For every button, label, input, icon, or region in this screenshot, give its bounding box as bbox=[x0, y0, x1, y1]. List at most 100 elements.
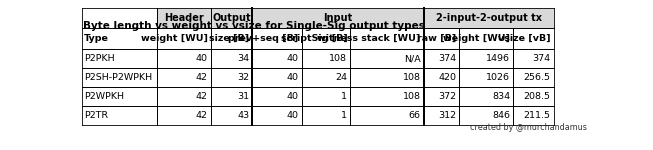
Text: Type: Type bbox=[84, 34, 108, 43]
Bar bbox=[157, 68, 211, 87]
Text: prev+seq [B]: prev+seq [B] bbox=[229, 34, 298, 43]
Bar bbox=[211, 87, 252, 106]
Bar bbox=[82, 28, 157, 49]
Text: 40: 40 bbox=[287, 92, 298, 101]
Text: 40: 40 bbox=[287, 54, 298, 63]
Text: witness stack [WU]: witness stack [WU] bbox=[317, 34, 421, 43]
Text: vsize [vB]: vsize [vB] bbox=[498, 34, 550, 43]
Bar bbox=[157, 87, 211, 106]
Text: 108: 108 bbox=[403, 73, 421, 82]
Bar bbox=[513, 49, 554, 68]
Text: 372: 372 bbox=[438, 92, 456, 101]
Text: 66: 66 bbox=[409, 111, 421, 120]
Text: 32: 32 bbox=[237, 73, 249, 82]
Text: size [B]: size [B] bbox=[209, 34, 249, 43]
Bar bbox=[513, 28, 554, 49]
Bar bbox=[252, 49, 302, 68]
Text: 256.5: 256.5 bbox=[524, 73, 550, 82]
Bar bbox=[351, 49, 424, 68]
Bar bbox=[459, 87, 513, 106]
Bar bbox=[351, 68, 424, 87]
Text: 40: 40 bbox=[287, 111, 298, 120]
Text: 374: 374 bbox=[533, 54, 550, 63]
Bar bbox=[459, 28, 513, 49]
Text: Byte length vs weight vs vsize for Single-Sig output types: Byte length vs weight vs vsize for Singl… bbox=[83, 21, 425, 31]
Bar bbox=[252, 106, 302, 125]
Bar bbox=[351, 106, 424, 125]
Bar bbox=[424, 87, 459, 106]
Text: 40: 40 bbox=[196, 54, 208, 63]
Text: P2PKH: P2PKH bbox=[84, 54, 114, 63]
Bar bbox=[351, 28, 424, 49]
Bar bbox=[424, 28, 459, 49]
Text: 208.5: 208.5 bbox=[524, 92, 550, 101]
Text: 40: 40 bbox=[287, 73, 298, 82]
Bar bbox=[211, 49, 252, 68]
Text: 2-input-2-output tx: 2-input-2-output tx bbox=[436, 13, 542, 23]
Bar bbox=[513, 68, 554, 87]
Bar bbox=[252, 87, 302, 106]
Text: raw [B]: raw [B] bbox=[417, 34, 456, 43]
Text: 108: 108 bbox=[329, 54, 347, 63]
Bar bbox=[157, 106, 211, 125]
Bar bbox=[351, 87, 424, 106]
Bar bbox=[211, 68, 252, 87]
Text: 24: 24 bbox=[335, 73, 347, 82]
Text: 420: 420 bbox=[438, 73, 456, 82]
Text: weight [WU]: weight [WU] bbox=[443, 34, 510, 43]
Bar bbox=[513, 87, 554, 106]
Text: scriptSig [B]: scriptSig [B] bbox=[281, 34, 347, 43]
Bar bbox=[252, 28, 302, 49]
Bar bbox=[252, 8, 424, 28]
Text: 42: 42 bbox=[196, 92, 208, 101]
Bar bbox=[459, 106, 513, 125]
Text: 42: 42 bbox=[196, 73, 208, 82]
Text: 1026: 1026 bbox=[486, 73, 510, 82]
Bar bbox=[513, 106, 554, 125]
Bar bbox=[157, 28, 211, 49]
Text: Output: Output bbox=[212, 13, 251, 23]
Text: 834: 834 bbox=[492, 92, 510, 101]
Bar bbox=[82, 49, 157, 68]
Text: 374: 374 bbox=[438, 54, 456, 63]
Bar bbox=[424, 49, 459, 68]
Bar bbox=[252, 68, 302, 87]
Text: 43: 43 bbox=[237, 111, 249, 120]
Text: 1496: 1496 bbox=[486, 54, 510, 63]
Text: weight [WU]: weight [WU] bbox=[140, 34, 208, 43]
Text: 312: 312 bbox=[438, 111, 456, 120]
Text: N/A: N/A bbox=[404, 54, 421, 63]
Bar bbox=[302, 68, 351, 87]
Bar bbox=[459, 49, 513, 68]
Text: Input: Input bbox=[323, 13, 353, 23]
Bar bbox=[157, 8, 211, 28]
Text: P2WPKH: P2WPKH bbox=[84, 92, 123, 101]
Text: 108: 108 bbox=[403, 92, 421, 101]
Bar bbox=[302, 28, 351, 49]
Text: 31: 31 bbox=[237, 92, 249, 101]
Text: created by @murchandamus: created by @murchandamus bbox=[470, 123, 586, 132]
Bar bbox=[82, 87, 157, 106]
Bar bbox=[211, 28, 252, 49]
Text: P2TR: P2TR bbox=[84, 111, 108, 120]
Bar bbox=[424, 68, 459, 87]
Bar bbox=[82, 106, 157, 125]
Text: P2SH-P2WPKH: P2SH-P2WPKH bbox=[84, 73, 151, 82]
Text: 211.5: 211.5 bbox=[524, 111, 550, 120]
Bar bbox=[157, 49, 211, 68]
Bar bbox=[424, 8, 554, 28]
Text: 1: 1 bbox=[342, 111, 347, 120]
Bar bbox=[302, 49, 351, 68]
Bar bbox=[302, 106, 351, 125]
Bar bbox=[211, 106, 252, 125]
Text: 34: 34 bbox=[237, 54, 249, 63]
Bar bbox=[459, 68, 513, 87]
Text: 846: 846 bbox=[492, 111, 510, 120]
Text: 42: 42 bbox=[196, 111, 208, 120]
Bar bbox=[302, 87, 351, 106]
Text: 1: 1 bbox=[342, 92, 347, 101]
Bar bbox=[82, 68, 157, 87]
Text: Header: Header bbox=[164, 13, 204, 23]
Bar bbox=[424, 106, 459, 125]
Bar bbox=[211, 8, 252, 28]
